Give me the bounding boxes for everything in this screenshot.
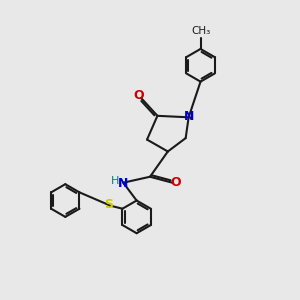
- Text: H: H: [111, 176, 120, 186]
- Text: N: N: [184, 110, 194, 123]
- Text: S: S: [104, 198, 113, 211]
- Text: O: O: [170, 176, 181, 189]
- Text: N: N: [118, 177, 128, 190]
- Text: CH₃: CH₃: [191, 26, 210, 36]
- Text: O: O: [134, 89, 144, 102]
